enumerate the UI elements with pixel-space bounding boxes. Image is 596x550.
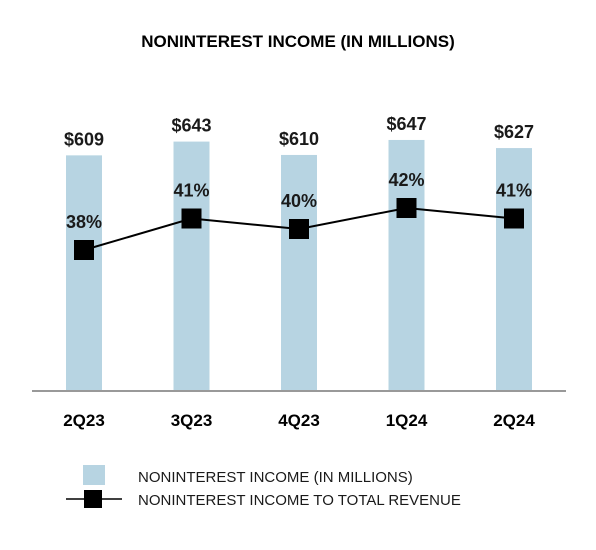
- ratio-marker-4Q23: [289, 219, 309, 239]
- bar-1Q24: [388, 139, 425, 390]
- legend-line-label: NONINTEREST INCOME TO TOTAL REVENUE: [138, 492, 461, 509]
- bar-2Q24: [496, 148, 532, 390]
- ratio-value-label: 42%: [388, 170, 424, 190]
- chart-title: NONINTEREST INCOME (IN MILLIONS): [141, 32, 455, 51]
- bar-series: $609 $643 $610 $647 $627: [64, 114, 534, 390]
- bar-3Q23: [173, 141, 210, 390]
- category-label: 3Q23: [171, 411, 213, 430]
- ratio-line-series: 38% 41% 40% 42% 41%: [66, 170, 532, 260]
- bar-value-label: $609: [64, 129, 104, 149]
- ratio-value-label: 41%: [496, 181, 532, 201]
- ratio-value-label: 41%: [173, 181, 209, 201]
- ratio-marker-2Q24: [504, 208, 524, 229]
- bar-value-label: $627: [494, 122, 534, 142]
- ratio-value-label: 40%: [281, 191, 317, 211]
- legend-bar-swatch: [83, 465, 105, 485]
- bar-value-label: $643: [171, 116, 211, 136]
- legend-bar-label: NONINTEREST INCOME (IN MILLIONS): [138, 469, 413, 486]
- ratio-marker-3Q23: [181, 208, 202, 229]
- bar-4Q23: [281, 154, 317, 390]
- ratio-marker-2Q23: [74, 240, 94, 260]
- bar-value-label: $610: [279, 129, 319, 149]
- category-label: 1Q24: [386, 411, 428, 430]
- ratio-value-label: 38%: [66, 212, 102, 232]
- ratio-marker-1Q24: [396, 198, 417, 218]
- bar-value-label: $647: [386, 114, 426, 134]
- category-label: 2Q24: [493, 411, 535, 430]
- legend: NONINTEREST INCOME (IN MILLIONS) NONINTE…: [66, 465, 461, 509]
- category-label: 4Q23: [278, 411, 320, 430]
- legend-square-marker: [84, 490, 102, 508]
- bar-2Q23: [66, 155, 102, 390]
- category-labels: 2Q23 3Q23 4Q23 1Q24 2Q24: [63, 411, 535, 430]
- category-label: 2Q23: [63, 411, 105, 430]
